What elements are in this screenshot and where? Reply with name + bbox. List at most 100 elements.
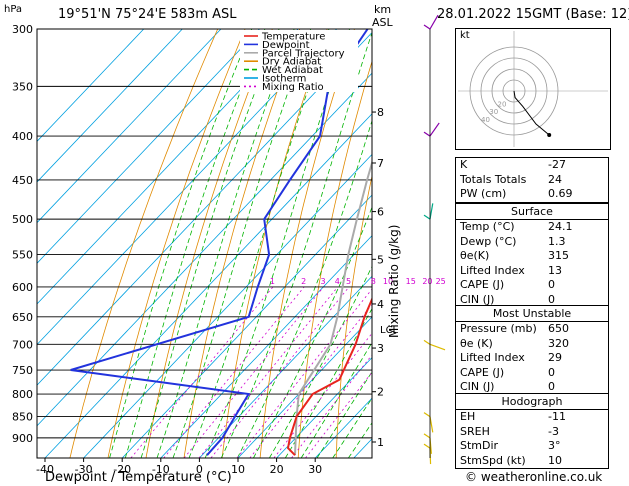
isotherm-line <box>37 31 372 386</box>
hodograph-stat-row: StmDir 3° <box>456 439 608 454</box>
mixing-ratio-label: 5 <box>346 277 351 286</box>
dewpoint-line <box>70 29 369 456</box>
index-row: Totals Totals 24 <box>456 173 608 188</box>
hodograph-panel: kt 20 30 40 <box>455 28 611 150</box>
legend-label: Dewpoint <box>262 40 310 51</box>
x-tick-label: 0 <box>196 463 203 476</box>
isotherm-line <box>37 29 299 305</box>
temperature-line <box>286 296 372 456</box>
most-unstable-label: CIN (J) <box>460 380 495 394</box>
hodograph-stats-table: Hodograph EH -11 SREH -3 StmDir 3° StmSpd (kt)… <box>455 393 609 470</box>
wet-adiabat-line <box>237 119 372 458</box>
most-unstable-value: 650 <box>548 322 569 335</box>
dry-adiabat-line <box>107 29 246 458</box>
legend-label: Parcel Trajectory <box>262 48 345 59</box>
hodograph-ring-label: 30 <box>489 108 498 116</box>
datetime-title: 28.01.2022 15GMT (Base: 12) <box>437 7 629 22</box>
mixing-ratio-line <box>236 288 372 458</box>
wind-barb-flag <box>423 443 431 449</box>
mixing-ratio-label: 25 <box>436 277 446 286</box>
mixing-ratio-line <box>291 354 372 458</box>
index-label: Totals Totals <box>460 172 527 186</box>
mixing-ratio-axis-title: Mixing Ratio (g/kg) <box>387 225 401 338</box>
surface-label: Lifted Index <box>460 263 525 277</box>
hodograph-ring-label: 20 <box>498 100 507 108</box>
wind-barb <box>429 343 446 351</box>
hpa-label: hPa <box>4 4 23 15</box>
pressure-tick-label: 750 <box>12 364 33 377</box>
most-unstable-row: Pressure (mb) 650 <box>456 322 608 337</box>
mixing-ratio-label: 3 <box>320 277 325 286</box>
wind-barb-flag <box>423 339 431 345</box>
hodograph-stat-value: -11 <box>548 410 566 423</box>
wet-adiabat-line <box>300 341 372 458</box>
most-unstable-value: 320 <box>548 336 569 350</box>
surface-row: θe(K) 315 <box>456 249 608 264</box>
x-tick-label: 20 <box>270 463 284 476</box>
surface-value: 0 <box>548 292 555 306</box>
pressure-tick-label: 600 <box>12 281 33 294</box>
most-unstable-table: Most Unstable Pressure (mb) 650 θe (K) 320 L… <box>455 305 609 396</box>
pressure-tick-label: 350 <box>12 80 33 93</box>
wet-adiabat-line <box>188 29 330 458</box>
wind-barb-flag <box>423 131 431 137</box>
hodograph-stats-title: Hodograph <box>501 395 563 408</box>
mixing-ratio-line <box>305 371 372 458</box>
dry-adiabat-line <box>183 29 301 458</box>
most-unstable-title: Most Unstable <box>492 307 572 320</box>
mixing-ratio-line <box>198 286 339 458</box>
index-row: PW (cm) 0.69 <box>456 187 608 202</box>
lcl-label: LCL <box>380 325 399 336</box>
index-row: K -27 <box>456 158 608 173</box>
surface-value: 315 <box>548 249 569 263</box>
mixing-ratio-line <box>249 303 372 458</box>
surface-value: 13 <box>548 263 562 277</box>
surface-label: Dewp (°C) <box>460 234 517 248</box>
most-unstable-value: 29 <box>548 351 562 365</box>
hodograph-stat-value: -3 <box>548 424 559 438</box>
x-tick-label: 10 <box>231 463 245 476</box>
wet-adiabat-line <box>124 29 266 458</box>
x-axis-title: Dewpoint / Temperature (°C) <box>45 470 232 485</box>
isotherm-line <box>237 316 372 458</box>
isotherm-line <box>83 153 372 458</box>
index-value: 0.69 <box>548 187 573 201</box>
wind-barb <box>429 14 439 30</box>
pressure-tick-label: 700 <box>12 338 33 351</box>
mixing-ratio-line <box>163 286 305 458</box>
dry-adiabat-line <box>259 29 355 458</box>
hodograph-stat-label: StmDir <box>460 439 499 453</box>
dry-adiabat-line <box>221 29 328 458</box>
wet-adiabat-line <box>140 29 280 458</box>
surface-value: 1.3 <box>548 234 566 248</box>
km-tick-label: 2 <box>377 386 384 399</box>
wet-adiabat-line <box>156 29 295 458</box>
most-unstable-row: Lifted Index 29 <box>456 351 608 366</box>
legend-box <box>240 30 358 92</box>
most-unstable-label: Lifted Index <box>460 351 525 365</box>
most-unstable-value: 0 <box>548 380 555 394</box>
hodograph-stat-row: StmSpd (kt) 10 <box>456 454 608 469</box>
most-unstable-value: 0 <box>548 365 555 379</box>
legend-label: Wet Adiabat <box>262 65 323 76</box>
dry-adiabat-line <box>145 29 273 458</box>
wet-adiabat-line <box>253 206 372 458</box>
surface-label: CAPE (J) <box>460 278 505 292</box>
hodograph-stat-value: 3° <box>548 439 561 453</box>
dry-adiabat-line <box>69 29 219 458</box>
index-label: K <box>460 158 468 171</box>
dry-adiabat-line <box>297 60 372 458</box>
isotherm-line <box>37 29 222 224</box>
isotherm-line <box>37 29 145 142</box>
legend-label: Isotherm <box>262 74 306 85</box>
location-title: 19°51'N 75°24'E 583m ASL <box>58 7 237 22</box>
wet-adiabat-line <box>172 29 312 458</box>
surface-value: 24.1 <box>548 220 573 233</box>
index-label: PW (cm) <box>460 187 507 201</box>
x-tick-label: -10 <box>152 463 170 476</box>
isotherm-line <box>44 113 372 458</box>
km-tick-label: 8 <box>377 106 384 119</box>
surface-table: Surface Temp (°C) 24.1 Dewp (°C) 1.3 θe(K) 31… <box>455 203 609 309</box>
most-unstable-label: θe (K) <box>460 336 493 350</box>
